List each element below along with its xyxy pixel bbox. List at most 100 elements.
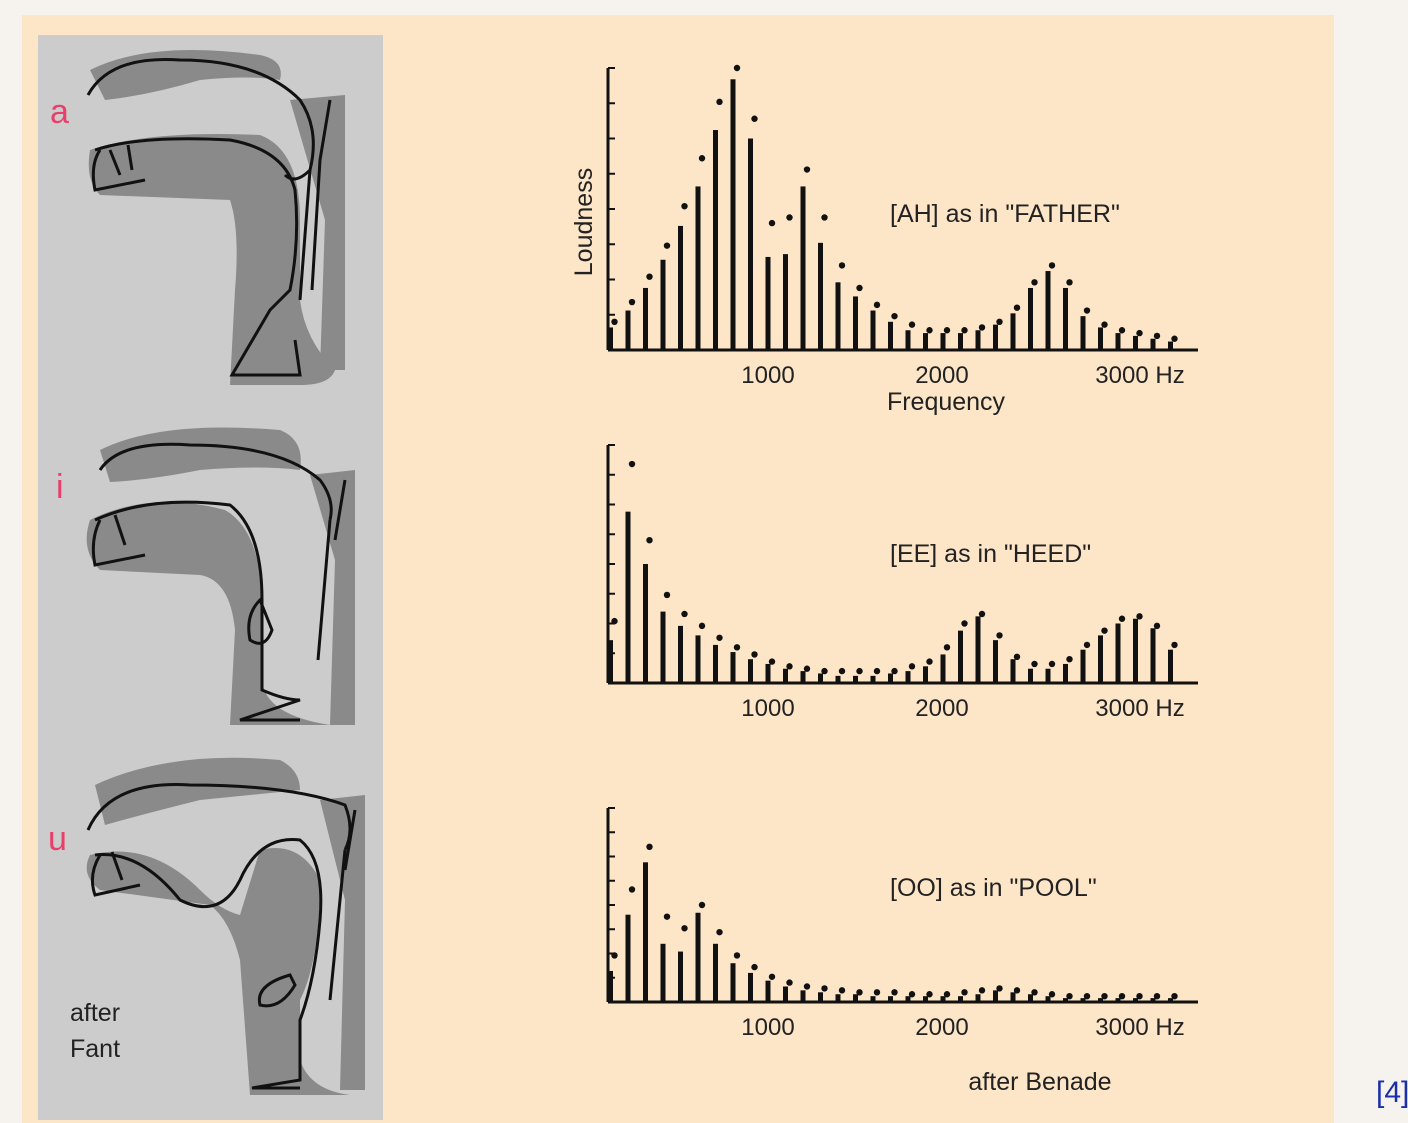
envelope-point <box>803 983 811 990</box>
x-tick-label: 3000 Hz <box>1095 362 1184 389</box>
spectrum-bar <box>888 321 893 350</box>
envelope-point <box>751 651 758 658</box>
credit-benade: after Benade <box>968 1068 1111 1096</box>
spectrum-bar <box>1133 998 1138 1002</box>
chart-title: [AH] as in "FATHER" <box>890 200 1120 228</box>
envelope-point <box>628 460 636 468</box>
spectrum-bar <box>835 282 841 350</box>
spectrum-bar <box>695 635 701 683</box>
spectrum-bar <box>713 130 718 350</box>
envelope-point <box>1136 329 1143 337</box>
envelope-point <box>733 644 741 651</box>
envelope-point <box>908 663 916 670</box>
envelope-point <box>1013 304 1021 311</box>
spectrum-bar <box>1098 327 1103 350</box>
envelope-point <box>1083 641 1091 649</box>
envelope-point <box>978 610 986 618</box>
spectrum-bar <box>678 951 683 1002</box>
spectrum-bar <box>625 511 631 683</box>
spectrum-bar <box>993 324 998 350</box>
envelope-point <box>663 913 671 920</box>
spectrum-bar <box>748 972 753 1002</box>
envelope-point <box>786 979 793 986</box>
envelope-point <box>926 991 933 998</box>
spectrum-bar <box>940 333 946 350</box>
envelope-point <box>961 989 968 996</box>
spectrum-bar <box>853 296 858 350</box>
spectrum-bar <box>1168 341 1173 350</box>
spectrum-bar <box>695 912 701 1002</box>
envelope-point <box>1083 992 1091 1000</box>
envelope-point <box>961 620 968 627</box>
envelope-point <box>943 327 951 334</box>
envelope-point <box>838 667 846 675</box>
spectrum-bar <box>800 990 806 1002</box>
spectrum-bar <box>730 79 736 350</box>
spectrum-bar <box>660 259 666 350</box>
envelope-point <box>733 64 741 72</box>
credit-fant: after Fant <box>70 999 121 1063</box>
spectrum-bar <box>870 996 876 1002</box>
spectrum-bar <box>975 994 981 1002</box>
envelope-point <box>1101 627 1108 634</box>
spectrum-bar <box>748 138 753 350</box>
reference-marker[interactable]: [4] <box>1376 1076 1408 1109</box>
spectrum-bar <box>958 333 963 350</box>
envelope-point <box>1153 332 1161 340</box>
spectrum-bar <box>1150 628 1156 683</box>
spectrum-bar <box>678 225 683 350</box>
envelope-point <box>873 989 881 996</box>
vocal-tract-a <box>86 50 345 385</box>
vowel-letter-a: a <box>50 93 69 131</box>
spectrum-bar <box>975 616 981 683</box>
spectrum-bar <box>835 675 841 683</box>
envelope-point <box>611 617 618 625</box>
spectrum-bar <box>660 611 666 683</box>
envelope-point <box>1118 327 1126 334</box>
spectrum-bar <box>660 943 666 1002</box>
spectrum-bar <box>800 671 806 683</box>
envelope-point <box>733 952 741 959</box>
spectrum-bar <box>1028 287 1033 350</box>
spectrum-bar <box>1028 994 1033 1002</box>
envelope-point <box>1031 660 1038 668</box>
envelope-point <box>698 155 706 162</box>
spectrum-bar <box>625 914 631 1002</box>
spectrum-bar <box>765 256 771 350</box>
spectrum-bar <box>1010 992 1016 1002</box>
spectrum-bar <box>818 992 823 1002</box>
envelope-point <box>1101 992 1108 1000</box>
spectrum-bar <box>730 963 736 1002</box>
envelope-point <box>908 321 916 328</box>
envelope-point <box>628 886 636 893</box>
spectrum-bar <box>765 980 771 1002</box>
spectrum-bar <box>888 673 893 683</box>
spectrum-bar <box>1010 313 1016 350</box>
envelope-point <box>1066 656 1073 663</box>
envelope-point <box>1153 992 1161 1000</box>
envelope-point <box>751 115 758 122</box>
spectrum-bar <box>993 990 998 1002</box>
envelope-point <box>996 985 1003 992</box>
spectrum-bar <box>1010 659 1016 683</box>
spectrum-bar <box>993 640 998 683</box>
spectrum-bar <box>1045 271 1051 350</box>
spectrum-bar <box>1045 668 1051 683</box>
spectrum-bar <box>958 996 963 1002</box>
spectrum-bar <box>1063 287 1068 350</box>
envelope-point <box>1171 335 1178 342</box>
envelope-point <box>996 318 1003 325</box>
envelope-point <box>1136 613 1143 620</box>
envelope-point <box>1048 262 1056 269</box>
spectrum-bar <box>748 659 753 683</box>
spectrum-bar <box>958 630 963 683</box>
envelope-point <box>821 214 828 221</box>
envelope-point <box>681 610 688 618</box>
spectrum-bar <box>783 986 788 1002</box>
x-tick-label: 2000 <box>915 695 968 722</box>
envelope-point <box>681 202 688 210</box>
spectrum-bar <box>1063 663 1068 683</box>
chart-title: [EE] as in "HEED" <box>890 540 1091 568</box>
x-tick-label: 1000 <box>741 695 794 722</box>
